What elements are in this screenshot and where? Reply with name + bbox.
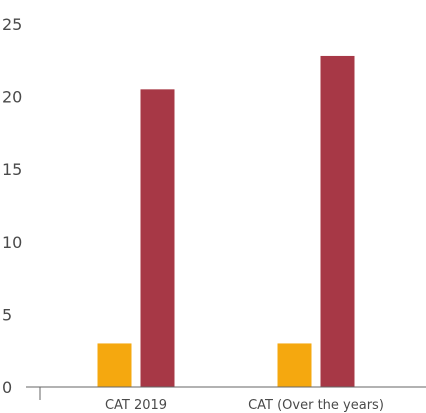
x-axis: CAT 2019 CAT (Over the years) <box>26 386 426 413</box>
bar-series1-1 <box>97 343 132 387</box>
bar-series2-2 <box>320 55 355 387</box>
y-tick-label: 15 <box>2 160 22 179</box>
bar-series1-2 <box>277 343 312 387</box>
y-tick-label: 20 <box>2 88 22 107</box>
y-tick-label: 0 <box>2 378 12 397</box>
y-axis: 0 5 10 15 20 25 <box>2 15 41 400</box>
x-category-label: CAT 2019 <box>105 398 167 413</box>
bar-series2-1 <box>140 89 175 387</box>
y-tick-label: 5 <box>2 305 12 324</box>
y-tick-label: 10 <box>2 233 22 252</box>
y-tick-label: 25 <box>2 15 22 34</box>
x-category-label: CAT (Over the years) <box>248 398 384 413</box>
bar-series <box>97 55 355 387</box>
